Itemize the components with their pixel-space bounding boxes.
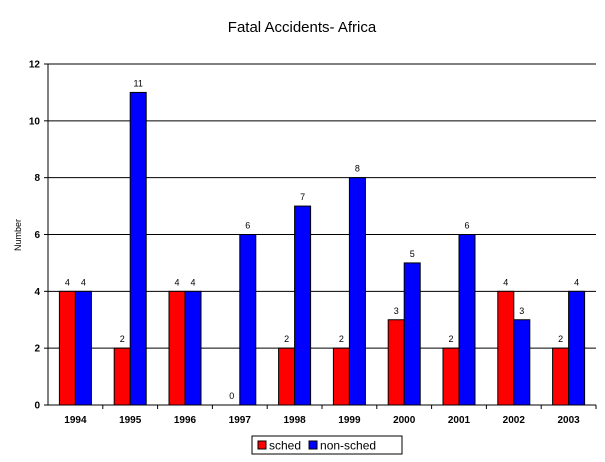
legend-box: [251, 435, 403, 455]
data-label-sched: 2: [558, 334, 563, 344]
data-label-non-sched: 4: [190, 277, 195, 287]
legend-swatch-non-sched: [308, 440, 318, 450]
legend: sched non-sched: [251, 435, 403, 455]
data-label-non-sched: 6: [464, 221, 469, 231]
bar-non-sched: [184, 290, 202, 406]
data-labels: 4 4 2 11 4 4 0 6 2 7 2 8 3 5 2 6 4 3 2 4: [65, 78, 579, 401]
y-tick-label: 4: [34, 287, 40, 298]
x-tick-label: 2002: [503, 415, 526, 426]
bar-non-sched: [458, 234, 476, 406]
y-axis-title: Number: [13, 219, 23, 251]
data-label-sched: 4: [174, 277, 179, 287]
bars: [58, 91, 586, 406]
axes: [44, 63, 597, 409]
data-label-non-sched: 6: [245, 221, 250, 231]
data-label-sched: 2: [284, 334, 289, 344]
y-tick-label: 10: [29, 116, 41, 127]
bar-sched: [58, 290, 76, 406]
y-tick-label: 0: [34, 401, 40, 412]
bar-sched: [387, 319, 405, 406]
data-label-non-sched: 4: [81, 277, 86, 287]
bar-sched: [278, 347, 296, 406]
x-tick-label: 2001: [448, 415, 471, 426]
chart-title: Fatal Accidents- Africa: [228, 19, 377, 36]
data-label-sched: 4: [65, 277, 70, 287]
data-label-non-sched: 7: [300, 192, 305, 202]
x-tick-label: 1995: [119, 415, 142, 426]
bar-non-sched: [348, 177, 366, 406]
bar-sched: [442, 347, 460, 406]
bar-sched: [497, 290, 515, 406]
y-tick-label: 2: [34, 344, 40, 355]
data-label-sched: 0: [229, 391, 234, 401]
legend-swatch-sched: [257, 440, 267, 450]
x-tick-label: 2000: [393, 415, 416, 426]
data-label-non-sched: 3: [519, 306, 524, 316]
bar-sched: [168, 290, 186, 406]
y-tick-label: 6: [34, 230, 40, 241]
data-label-non-sched: 5: [410, 249, 415, 259]
y-tick-labels: 0 2 4 6 8 10 12: [29, 60, 41, 412]
x-tick-label: 1994: [64, 415, 87, 426]
data-label-non-sched: 8: [355, 164, 360, 174]
bar-sched: [113, 347, 131, 406]
data-label-sched: 2: [120, 334, 125, 344]
bar-non-sched: [294, 205, 312, 406]
x-tick-label: 1997: [229, 415, 252, 426]
data-label-sched: 2: [448, 334, 453, 344]
data-label-sched: 3: [394, 306, 399, 316]
bar-non-sched: [74, 290, 92, 406]
legend-label-non-sched: non-sched: [320, 439, 376, 453]
x-tick-labels: 1994 1995 1996 1997 1998 1999 2000 2001 2002 2003: [64, 415, 580, 426]
legend-label-sched: sched: [269, 439, 301, 453]
x-tick-label: 1999: [338, 415, 361, 426]
data-label-non-sched: 4: [574, 277, 579, 287]
y-tick-label: 12: [29, 60, 41, 71]
y-tick-label: 8: [34, 173, 40, 184]
x-tick-label: 2003: [557, 415, 580, 426]
bar-non-sched: [568, 290, 586, 406]
bar-non-sched: [513, 319, 531, 406]
bar-non-sched: [129, 91, 147, 406]
data-label-sched: 2: [339, 334, 344, 344]
bar-non-sched: [239, 234, 257, 406]
data-label-sched: 4: [503, 277, 508, 287]
x-tick-label: 1996: [174, 415, 197, 426]
data-label-non-sched: 11: [134, 78, 143, 88]
bar-sched: [332, 347, 350, 406]
bar-sched: [552, 347, 570, 406]
bar-non-sched: [403, 262, 421, 406]
x-tick-label: 1998: [283, 415, 306, 426]
